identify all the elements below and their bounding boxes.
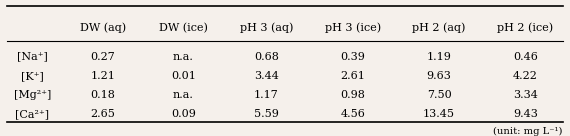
Text: pH 3 (ice): pH 3 (ice) [325,23,381,33]
Text: 2.61: 2.61 [340,71,365,81]
Text: 7.50: 7.50 [427,90,451,100]
Text: 0.46: 0.46 [513,52,538,62]
Text: 1.21: 1.21 [91,71,116,81]
Text: pH 2 (aq): pH 2 (aq) [413,23,466,33]
Text: 2.65: 2.65 [91,109,116,119]
Text: n.a.: n.a. [173,52,194,62]
Text: 9.43: 9.43 [513,109,538,119]
Text: 0.98: 0.98 [340,90,365,100]
Text: 13.45: 13.45 [423,109,455,119]
Text: 0.68: 0.68 [254,52,279,62]
Text: 3.34: 3.34 [513,90,538,100]
Text: 1.19: 1.19 [427,52,451,62]
Text: (unit: mg L⁻¹): (unit: mg L⁻¹) [494,127,563,136]
Text: 0.27: 0.27 [91,52,116,62]
Text: 4.22: 4.22 [513,71,538,81]
Text: 1.17: 1.17 [254,90,279,100]
Text: 4.56: 4.56 [340,109,365,119]
Text: 0.18: 0.18 [91,90,116,100]
Text: 0.39: 0.39 [340,52,365,62]
Text: DW (ice): DW (ice) [159,23,207,33]
Text: n.a.: n.a. [173,90,194,100]
Text: 5.59: 5.59 [254,109,279,119]
Text: 0.01: 0.01 [171,71,196,81]
Text: 3.44: 3.44 [254,71,279,81]
Text: DW (aq): DW (aq) [80,23,126,33]
Text: [Ca²⁺]: [Ca²⁺] [15,109,49,119]
Text: 9.63: 9.63 [427,71,451,81]
Text: [K⁺]: [K⁺] [21,71,44,81]
Text: [Na⁺]: [Na⁺] [17,52,48,62]
Text: pH 3 (aq): pH 3 (aq) [240,23,293,33]
Text: [Mg²⁺]: [Mg²⁺] [14,90,51,100]
Text: 0.09: 0.09 [171,109,196,119]
Text: pH 2 (ice): pH 2 (ice) [498,23,553,33]
